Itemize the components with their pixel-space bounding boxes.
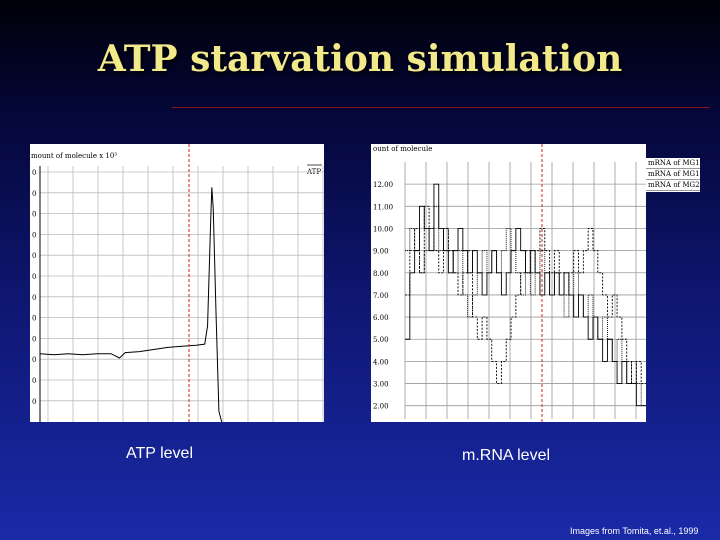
- atp-y-tick-label: 0: [32, 377, 36, 385]
- atp-y-tick-label: 0: [32, 335, 36, 343]
- atp-y-tick-label: 0: [32, 211, 36, 219]
- atp-y-axis-title: mount of molecule x 10³: [31, 152, 117, 160]
- mrna-y-tick-label: 8.00: [373, 270, 389, 278]
- atp-series-line: [39, 187, 223, 422]
- atp-y-tick-label: 0: [32, 273, 36, 281]
- mrna-series-mg215: [405, 205, 646, 407]
- slide-title: ATP starvation simulation: [97, 38, 623, 80]
- atp-y-tick-label: 0: [32, 190, 36, 198]
- mrna-y-tick-label: 7.00: [373, 292, 389, 300]
- atp-level-caption: ATP level: [126, 445, 193, 462]
- title-underline: [172, 107, 710, 108]
- mrna-chart-panel: ount of molecule 2.00 3.00 4.00 5.00 6.00 7.00…: [371, 144, 646, 422]
- legend-entry-mg215: mRNA of MG215: [646, 181, 700, 191]
- atp-y-tick-label: 0: [32, 294, 36, 302]
- mrna-y-tick-label: 3.00: [373, 381, 389, 389]
- mrna-series-mg132: [405, 183, 646, 407]
- atp-y-tick-label: 0: [32, 252, 36, 260]
- mrna-y-tick-label: 10.00: [373, 225, 393, 233]
- atp-y-tick-label: 0: [32, 231, 36, 239]
- mrna-y-axis-title: ount of molecule: [373, 145, 432, 153]
- mrna-y-tick-label: 5.00: [373, 336, 389, 344]
- mrna-y-tick-label: 9.00: [373, 248, 389, 256]
- atp-y-tick-label: 0: [32, 169, 36, 177]
- mrna-chart: ount of molecule 2.00 3.00 4.00 5.00 6.00 7.00…: [373, 144, 646, 422]
- atp-y-tick-label: 0: [32, 315, 36, 323]
- mrna-legend: mRNA of MG132 mRNA of MG100 mRNA of MG21…: [646, 158, 700, 192]
- mrna-y-tick-label: 11.00: [373, 203, 393, 211]
- legend-entry-mg132: mRNA of MG132: [646, 159, 700, 169]
- mrna-y-tick-label: 2.00: [373, 403, 389, 411]
- mrna-y-tick-label: 12.00: [373, 181, 393, 189]
- legend-entry-mg100: mRNA of MG100: [646, 170, 700, 180]
- atp-y-tick-label: 0: [32, 398, 36, 406]
- mrna-y-tick-label: 4.00: [373, 358, 389, 366]
- mrna-level-caption: m.RNA level: [462, 447, 551, 464]
- atp-y-tick-label: 0: [32, 356, 36, 364]
- atp-chart-panel: mount of molecule x 10³ ATP 0 0 0 0 0 0 0 0 0 0 0 0: [30, 144, 324, 422]
- image-source-credit: Images from Tomita, et.al., 1999: [570, 526, 699, 536]
- mrna-y-tick-label: 6.00: [373, 314, 389, 322]
